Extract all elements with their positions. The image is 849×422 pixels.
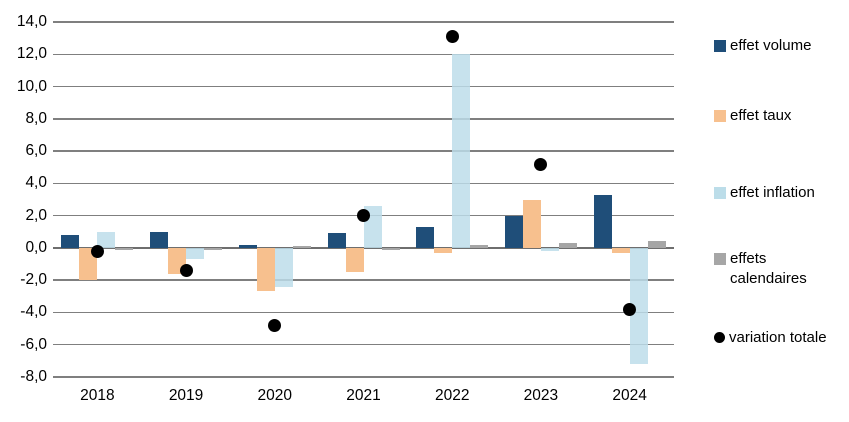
variation-totale-point xyxy=(357,209,370,223)
legend-item-effet-taux: effet taux xyxy=(714,106,791,126)
legend-swatch-effets-calendaires-icon xyxy=(714,253,726,265)
gridline xyxy=(53,85,674,88)
legend-swatch-effet-volume-icon xyxy=(714,40,726,52)
x-axis-tick-label: 2021 xyxy=(346,387,381,404)
bar-effets-calendaires xyxy=(204,247,223,250)
bar-effet-inflation xyxy=(452,54,471,248)
legend-label: effets calendaires xyxy=(730,250,807,287)
x-axis-tick-label: 2018 xyxy=(80,387,115,404)
y-axis-tick-label: 10,0 xyxy=(16,77,47,95)
bar-effets-calendaires xyxy=(115,247,134,250)
y-axis-tick-label: 2,0 xyxy=(25,206,47,224)
gridline xyxy=(53,150,674,152)
variation-totale-point xyxy=(534,157,548,171)
y-axis-tick-label: -4,0 xyxy=(20,303,47,321)
legend-swatch-effet-inflation-icon xyxy=(714,187,726,199)
y-axis-tick-label: 12,0 xyxy=(16,45,47,63)
legend-item-effet-inflation: effet inflation xyxy=(714,183,815,203)
bar-effets-calendaires xyxy=(558,243,577,248)
y-axis-tick-label: -2,0 xyxy=(20,271,47,289)
x-axis-tick-label: 2024 xyxy=(612,387,647,404)
y-axis-tick-label: -8,0 xyxy=(20,368,47,385)
legend-dot-icon xyxy=(714,332,725,343)
y-axis-tick-label: -6,0 xyxy=(20,335,47,353)
bar-effet-taux xyxy=(256,247,275,292)
legend-swatch-effet-taux-icon xyxy=(714,110,726,122)
legend-label: effet taux xyxy=(730,107,792,124)
x-axis-tick-label: 2020 xyxy=(257,387,293,404)
x-axis-tick-label: 2023 xyxy=(523,387,559,404)
gridline xyxy=(53,376,674,378)
chart-legend: effet volume effet taux effet inflation eff… xyxy=(712,0,846,422)
gridline xyxy=(53,311,674,314)
bar-effet-inflation xyxy=(540,247,559,252)
variation-totale-point xyxy=(445,30,459,44)
bar-effets-calendaires xyxy=(647,241,666,248)
bar-effet-taux xyxy=(611,247,630,253)
y-axis-tick-label: 14,0 xyxy=(16,13,47,30)
variation-totale-point xyxy=(623,302,637,316)
gridline xyxy=(53,279,674,281)
bar-effet-volume xyxy=(150,231,169,248)
gridline xyxy=(53,53,674,56)
bar-effet-volume xyxy=(238,244,257,248)
bar-effet-inflation xyxy=(186,247,205,260)
x-axis-tick-label: 2019 xyxy=(168,387,204,404)
legend-item-variation-totale: variation totale xyxy=(714,328,827,348)
zero-gridline xyxy=(53,247,674,249)
bar-effets-calendaires xyxy=(470,244,489,248)
bar-effet-volume xyxy=(593,194,612,248)
bar-effet-volume xyxy=(416,226,435,248)
bar-effet-inflation xyxy=(274,247,293,287)
bar-effet-inflation xyxy=(629,247,648,365)
bar-effet-volume xyxy=(327,233,346,248)
bar-effet-volume xyxy=(61,235,80,248)
gridline xyxy=(53,118,674,120)
y-axis-tick-label: 6,0 xyxy=(25,142,47,160)
legend-item-effet-volume: effet volume xyxy=(714,36,811,56)
gridline xyxy=(53,21,674,23)
bar-effet-taux xyxy=(434,247,453,253)
variation-totale-point xyxy=(179,264,193,277)
variation-totale-point xyxy=(268,318,282,332)
gridline xyxy=(53,343,674,346)
legend-label: variation totale xyxy=(729,329,827,346)
bar-effets-calendaires xyxy=(381,247,400,250)
bar-effet-taux xyxy=(522,199,541,248)
x-axis-tick-label: 2022 xyxy=(434,387,470,404)
y-axis-tick-label: 8,0 xyxy=(25,109,47,127)
bar-effets-calendaires xyxy=(292,246,311,248)
y-axis-tick-label: 0,0 xyxy=(25,238,47,256)
gridline xyxy=(53,182,674,185)
legend-label: effet volume xyxy=(730,37,812,54)
legend-item-effets-calendaires: effets calendaires xyxy=(714,249,816,289)
bar-effet-taux xyxy=(345,247,364,273)
variation-totale-point xyxy=(90,244,104,258)
bar-effet-volume xyxy=(504,215,523,248)
y-axis-tick-label: 4,0 xyxy=(25,174,47,192)
bar-effet-inflation xyxy=(97,231,116,248)
legend-label: effet inflation xyxy=(730,184,815,201)
